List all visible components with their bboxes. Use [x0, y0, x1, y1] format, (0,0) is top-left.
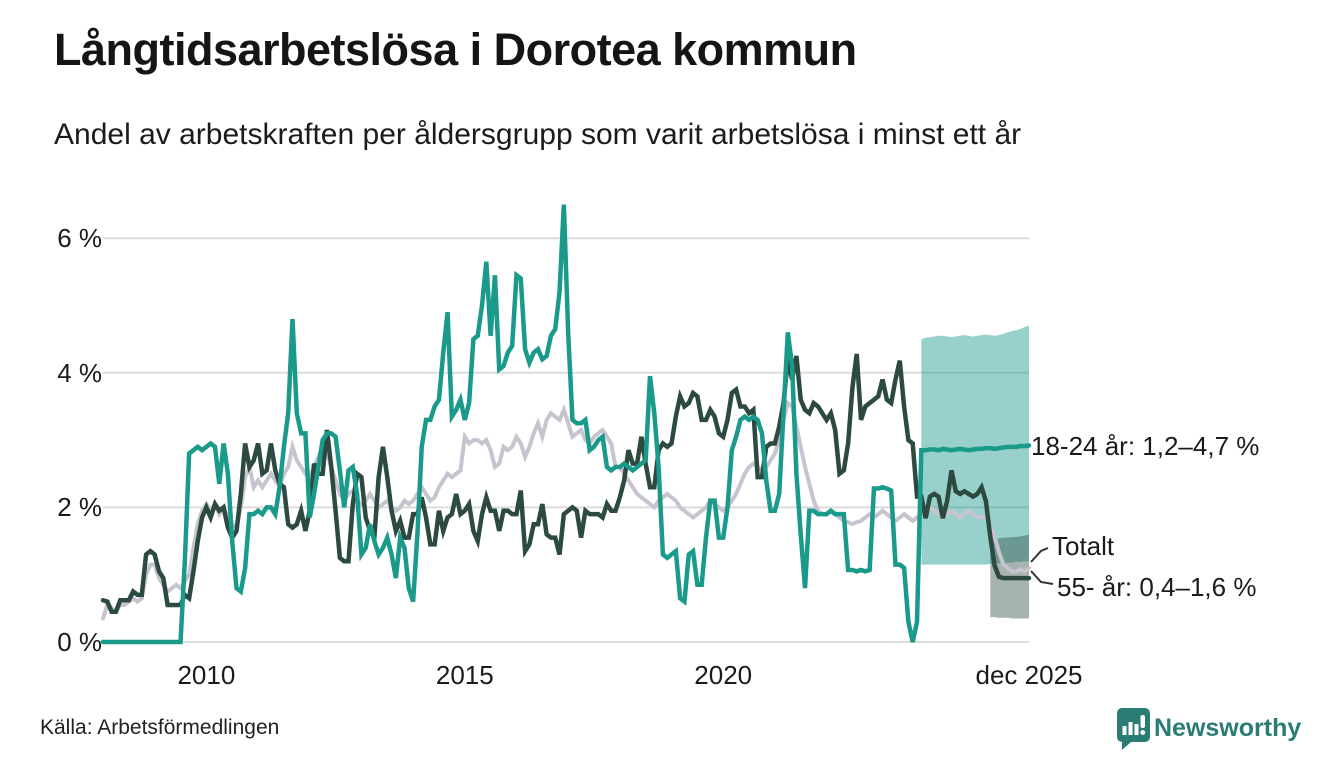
label-connectors — [1030, 547, 1054, 585]
y-tick-label: 2 % — [57, 492, 102, 523]
series-line-18-24 år — [100, 204, 1032, 645]
series-label-totalt: Totalt — [1052, 531, 1115, 561]
series-lines — [100, 204, 1032, 645]
source-credit: Källa: Arbetsförmedlingen — [40, 716, 280, 739]
x-tick-label: 2015 — [435, 660, 494, 690]
x-tick-label: 2010 — [177, 660, 236, 690]
page-title: Långtidsarbetslösa i Dorotea kommun — [54, 24, 857, 75]
x-tick-label: dec 2025 — [975, 660, 1083, 690]
series-line-55- år — [100, 353, 1032, 614]
series-label-55: 55- år: 0,4–1,6 % — [1057, 572, 1257, 602]
y-tick-label: 4 % — [57, 357, 102, 388]
page-subtitle: Andel av arbetskraften per åldersgrupp s… — [54, 118, 1022, 151]
y-tick-label: 0 % — [57, 627, 102, 657]
connector-totalt — [1030, 547, 1049, 563]
y-tick-label: 6 % — [57, 223, 102, 254]
x-tick-label: 2020 — [694, 660, 753, 690]
newsworthy-logo-icon — [1117, 708, 1150, 750]
connector-55 — [1030, 570, 1054, 585]
newsworthy-logo-text: Newsworthy — [1154, 714, 1302, 742]
forecast-bands — [921, 325, 1029, 619]
series-label-18-24: 18-24 år: 1,2–4,7 % — [1031, 431, 1260, 461]
